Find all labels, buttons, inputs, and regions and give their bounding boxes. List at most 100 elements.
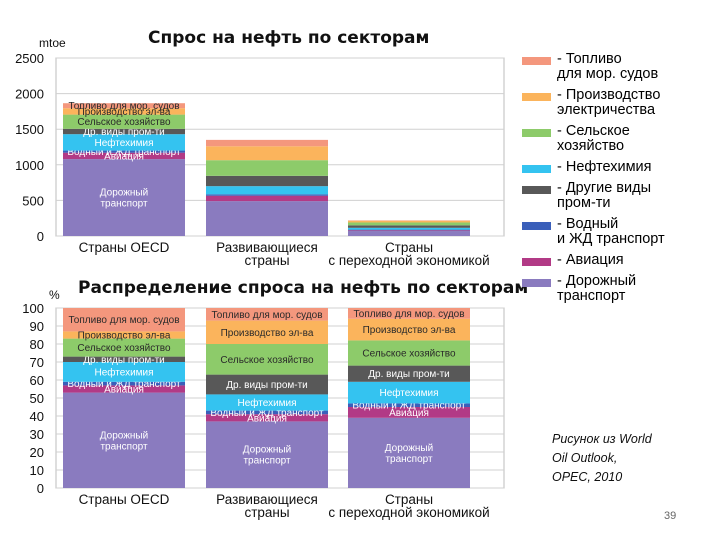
chart-2-title: Распределение спроса на нефть по сектора… xyxy=(78,278,529,298)
chart-2-bar-aviation-1 xyxy=(63,385,185,393)
chart-2-y-tick-label: 10 xyxy=(30,463,44,478)
chart-1-bar-agriculture-1 xyxy=(63,114,185,129)
chart-2-bar-petrochem-1 xyxy=(63,362,185,382)
chart-1-bar-water-rail-3 xyxy=(348,229,470,231)
chart-1-bar-petrochem-2 xyxy=(206,186,328,195)
chart-1-x-tick-label: Развивающиеся xyxy=(216,240,318,255)
chart-2-segment-label-petrochem: Нефтехимия xyxy=(94,366,153,378)
chart-2-y-tick-label: 20 xyxy=(30,445,44,460)
chart-2-segment-label-aviation: Авиация xyxy=(104,385,144,396)
chart-1-y-tick-label: 2000 xyxy=(15,87,44,102)
chart-2-bar-agriculture-1 xyxy=(63,338,185,357)
chart-2-bar-road-1 xyxy=(63,392,185,488)
chart-2-bar-petrochem-2 xyxy=(206,394,328,411)
chart-2-y-tick-label: 60 xyxy=(30,373,44,388)
chart-2-segment-label-marine: Топливо для мор. судов xyxy=(68,315,179,326)
chart-2-bar-marine-2 xyxy=(206,308,328,321)
chart-1-segment-label-petrochem: Нефтехимия xyxy=(94,137,153,149)
chart-2-y-tick-label: 0 xyxy=(37,481,44,496)
legend-item-other-industry: - Другие виды пром-ти xyxy=(522,181,712,211)
chart-1-bar-other-industry-1 xyxy=(63,128,185,135)
chart-1-x-tick-label: Страны xyxy=(385,240,433,255)
chart-1-bar-power-3 xyxy=(348,220,470,223)
chart-1-segment-label-agriculture: Сельское хозяйство xyxy=(77,117,171,128)
legend-swatch-aviation xyxy=(522,258,551,266)
legend-swatch-power xyxy=(522,93,551,101)
legend-label-water-rail: - Водный и ЖД транспорт xyxy=(557,216,665,247)
legend-swatch-other-industry xyxy=(522,186,551,194)
chart-2-bar-water-rail-3 xyxy=(348,403,470,407)
chart-2-bar-power-3 xyxy=(348,318,470,341)
chart-2-bar-other-industry-1 xyxy=(63,356,185,362)
legend-label-agriculture: - Сельское хозяйство xyxy=(557,123,630,154)
chart-2-segment-label-marine: Топливо для мор. судов xyxy=(211,310,322,321)
chart-1-bar-aviation-2 xyxy=(206,195,328,202)
chart-1-x-tick-label: Страны OECD xyxy=(79,240,170,255)
chart-2-bar-marine-1 xyxy=(63,308,185,332)
chart-1: 0 500 1000 1500 2000 2500 Дорожный транспорт Ави… xyxy=(15,51,505,268)
legend-swatch-agriculture xyxy=(522,129,551,137)
legend-label-road: - Дорожный транспорт xyxy=(557,273,637,304)
legend-swatch-water-rail xyxy=(522,222,551,230)
chart-2-segment-label-marine: Топливо для мор. судов xyxy=(353,309,464,320)
chart-2-segment-label-agriculture: Сельское хозяйство xyxy=(77,343,171,354)
chart-2-segment-label-petrochem: Нефтехимия xyxy=(237,397,296,409)
chart-1-unit: mtoe xyxy=(39,36,66,50)
legend-item-power: - Производство электричества xyxy=(522,88,712,118)
chart-2-segment-label-road: Дорожный транспорт xyxy=(385,443,433,465)
chart-2-segment-label-agriculture: Сельское хозяйство xyxy=(220,355,314,366)
page-number: 39 xyxy=(664,510,677,522)
chart-1-bar-petrochem-3 xyxy=(348,227,470,230)
chart-1-bar-petrochem-1 xyxy=(63,134,185,151)
legend-label-power: - Производство электричества xyxy=(557,87,661,118)
legend-item-aviation: - Авиация xyxy=(522,253,712,268)
chart-2-segment-label-agriculture: Сельское хозяйство xyxy=(362,349,456,360)
chart-1-bar-aviation-3 xyxy=(348,230,470,232)
chart-2-bar-petrochem-3 xyxy=(348,381,470,404)
chart-2-bar-water-rail-1 xyxy=(63,381,185,386)
chart-2-segment-label-other-industry: Др. виды пром-ти xyxy=(368,369,450,380)
legend-label-petrochem: - Нефтехимия xyxy=(557,159,652,175)
chart-2-segment-label-other-industry: Др. виды пром-ти xyxy=(83,355,165,366)
chart-1-bar-agriculture-3 xyxy=(348,222,470,226)
chart-2-y-tick-label: 30 xyxy=(30,427,44,442)
chart-2: 0 10 20 30 40 50 60 70 80 90 100 Дорожный транспорт А… xyxy=(22,301,505,520)
chart-1-segment-label-water-rail: Водный и ЖД транспорт xyxy=(67,147,181,158)
chart-2-segment-label-road: Дорожный транспорт xyxy=(100,430,148,452)
chart-1-segment-label-aviation: Авиация xyxy=(104,151,144,162)
chart-2-bar-other-industry-2 xyxy=(206,374,328,395)
legend-label-aviation: - Авиация xyxy=(557,252,624,268)
chart-1-y-tick-label: 1500 xyxy=(15,122,44,137)
chart-1-bar-power-2 xyxy=(206,146,328,161)
chart-1-y-tick-label: 0 xyxy=(37,229,44,244)
chart-2-bar-aviation-2 xyxy=(206,414,328,422)
chart-1-bar-marine-1 xyxy=(63,103,185,109)
chart-2-segment-label-petrochem: Нефтехимия xyxy=(379,387,438,399)
chart-1-bar-water-rail-1 xyxy=(63,150,185,153)
chart-1-segment-label-marine: Топливо для мор. судов xyxy=(68,101,179,112)
chart-2-bar-water-rail-2 xyxy=(206,410,328,415)
legend-item-marine: - Топливо для мор. судов xyxy=(522,52,712,82)
chart-2-bar-power-2 xyxy=(206,320,328,344)
chart-1-y-tick-label: 1000 xyxy=(15,158,44,173)
chart-1-bar-road-3 xyxy=(348,231,470,236)
source-note: Рисунок из World Oil Outlook, OPEC, 2010 xyxy=(552,432,652,484)
chart-2-bar-road-3 xyxy=(348,417,470,488)
chart-1-bar-aviation-1 xyxy=(63,152,185,160)
chart-1-bar-water-rail-2 xyxy=(206,194,328,196)
legend-swatch-petrochem xyxy=(522,165,551,173)
legend: - Топливо для мор. судов - Производство … xyxy=(522,52,712,310)
chart-2-y-tick-label: 40 xyxy=(30,409,44,424)
chart-1-bar-marine-2 xyxy=(206,139,328,147)
chart-2-x-tick-label: страны xyxy=(244,505,289,520)
chart-2-bar-other-industry-3 xyxy=(348,365,470,382)
chart-2-y-tick-label: 100 xyxy=(22,301,44,316)
legend-item-road: - Дорожный транспорт xyxy=(522,274,712,304)
chart-2-y-tick-label: 50 xyxy=(30,391,44,406)
chart-2-segment-label-water-rail: Водный и ЖД транспорт xyxy=(352,401,466,412)
chart-2-segment-label-power: Производство эл-ва xyxy=(78,331,171,342)
chart-2-segment-label-road: Дорожный транспорт xyxy=(243,445,291,467)
chart-2-bar-aviation-3 xyxy=(348,407,470,418)
chart-2-segment-label-power: Производство эл-ва xyxy=(221,328,314,339)
